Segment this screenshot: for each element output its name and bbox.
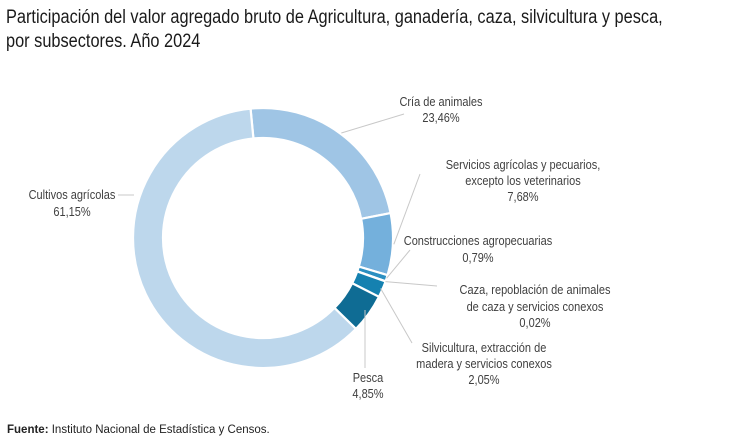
chart-title-line-1: Participación del valor agregado bruto d… — [6, 7, 663, 28]
slice-name-label: de caza y servicios conexos — [467, 300, 604, 314]
slice-name-label: Servicios agrícolas y pecuarios, — [446, 158, 601, 172]
leader-line — [393, 173, 421, 245]
chart-title: Participación del valor agregado bruto d… — [6, 6, 728, 54]
leader-line — [385, 281, 438, 287]
donut-slice — [131, 107, 358, 370]
chart-title-line-2: por subsectores. Año 2024 — [6, 31, 201, 52]
leader-line — [380, 288, 413, 344]
donut-slice — [357, 211, 395, 277]
leader-line — [386, 249, 411, 279]
slice-value-label: 2,05% — [468, 373, 500, 387]
slice-value-label: 0,79% — [462, 251, 494, 265]
slice-name-label: Cría de animales — [399, 95, 482, 109]
slice-labels: Cría de animales 23,46% Servicios agrícola… — [29, 95, 611, 401]
donut-slices — [131, 106, 395, 370]
donut-chart: Cría de animales 23,46% Servicios agrícola… — [29, 95, 611, 401]
slice-name-label: Construcciones agropecuarias — [404, 234, 553, 248]
slice-value-label: 0,02% — [519, 316, 551, 330]
source-text: Instituto Nacional de Estadística y Cens… — [48, 424, 270, 436]
slice-value-label: 4,85% — [352, 387, 384, 401]
leader-line — [341, 113, 405, 134]
source-prefix: Fuente: — [7, 424, 49, 436]
slice-value-label: 61,15% — [53, 205, 91, 219]
slice-name-label: Cultivos agrícolas — [29, 188, 116, 202]
slice-value-label: 7,68% — [507, 190, 539, 204]
slice-name-label: Silvicultura, extracción de — [422, 341, 547, 355]
leader-lines — [118, 113, 438, 368]
slice-value-label: 23,46% — [422, 111, 460, 125]
source-note: Fuente: Instituto Nacional de Estadístic… — [7, 424, 270, 436]
slice-name-label: excepto los veterinarios — [465, 174, 581, 188]
slice-name-label: Pesca — [353, 371, 384, 385]
slice-name-label: Caza, repoblación de animales — [460, 283, 611, 297]
slice-name-label: madera y servicios conexos — [416, 357, 552, 371]
